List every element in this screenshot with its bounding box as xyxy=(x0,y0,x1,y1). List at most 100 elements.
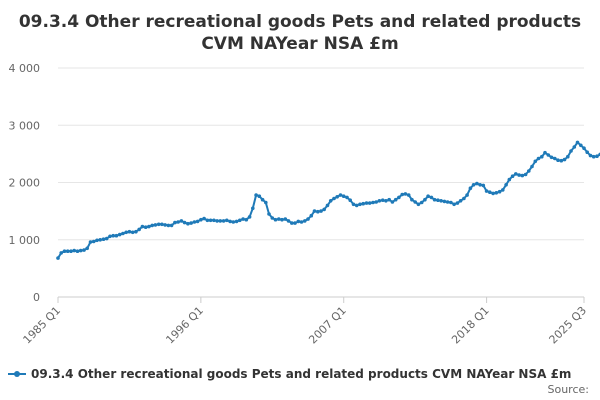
data-point[interactable] xyxy=(410,197,414,202)
data-point[interactable] xyxy=(156,222,161,227)
data-point[interactable] xyxy=(186,221,190,226)
data-point[interactable] xyxy=(212,218,216,223)
data-point[interactable] xyxy=(416,202,421,207)
data-point[interactable] xyxy=(403,192,408,196)
data-point[interactable] xyxy=(95,238,99,243)
data-point[interactable] xyxy=(85,246,89,251)
data-point[interactable] xyxy=(199,217,203,222)
data-point[interactable] xyxy=(150,223,154,228)
data-point[interactable] xyxy=(111,233,115,238)
data-point[interactable] xyxy=(247,215,252,219)
data-point[interactable] xyxy=(458,199,463,203)
data-point[interactable] xyxy=(527,169,531,173)
data-point[interactable] xyxy=(59,251,63,255)
data-point[interactable] xyxy=(306,217,310,221)
data-point[interactable] xyxy=(169,223,174,228)
data-point[interactable] xyxy=(309,213,314,218)
data-point[interactable] xyxy=(277,217,281,221)
data-point[interactable] xyxy=(553,156,557,161)
data-point[interactable] xyxy=(423,197,427,202)
data-point[interactable] xyxy=(56,256,60,260)
data-point[interactable] xyxy=(117,232,122,237)
data-point[interactable] xyxy=(341,194,346,198)
data-point[interactable] xyxy=(124,230,128,235)
data-point[interactable] xyxy=(98,238,102,242)
data-point[interactable] xyxy=(303,219,307,223)
data-point[interactable] xyxy=(179,219,184,223)
data-point[interactable] xyxy=(390,200,395,204)
data-point[interactable] xyxy=(478,183,482,187)
data-point[interactable] xyxy=(465,193,469,197)
data-point[interactable] xyxy=(387,197,392,202)
data-point[interactable] xyxy=(202,216,206,221)
data-point[interactable] xyxy=(325,203,330,208)
data-point[interactable] xyxy=(371,200,375,205)
data-point[interactable] xyxy=(251,206,255,211)
data-point[interactable] xyxy=(491,191,495,196)
data-point[interactable] xyxy=(319,209,323,213)
data-point[interactable] xyxy=(121,231,125,236)
data-point[interactable] xyxy=(384,199,388,203)
data-point[interactable] xyxy=(316,209,320,214)
data-point[interactable] xyxy=(507,177,512,182)
data-point[interactable] xyxy=(238,218,242,223)
data-point[interactable] xyxy=(530,164,534,169)
data-point[interactable] xyxy=(267,212,271,216)
data-point[interactable] xyxy=(218,219,223,223)
data-point[interactable] xyxy=(163,223,167,227)
data-point[interactable] xyxy=(153,223,158,227)
data-point[interactable] xyxy=(585,150,589,154)
data-point[interactable] xyxy=(426,194,430,198)
data-point[interactable] xyxy=(173,220,177,225)
data-point[interactable] xyxy=(559,158,564,163)
data-point[interactable] xyxy=(572,145,577,149)
data-point[interactable] xyxy=(283,217,288,221)
data-point[interactable] xyxy=(228,219,232,224)
data-point[interactable] xyxy=(192,220,197,224)
data-point[interactable] xyxy=(143,225,148,229)
data-point[interactable] xyxy=(176,220,180,224)
data-point[interactable] xyxy=(569,149,573,153)
data-point[interactable] xyxy=(549,155,554,160)
data-point[interactable] xyxy=(517,173,521,177)
data-point[interactable] xyxy=(520,173,525,178)
data-point[interactable] xyxy=(104,236,109,241)
data-point[interactable] xyxy=(468,186,473,190)
data-point[interactable] xyxy=(501,188,505,192)
data-point[interactable] xyxy=(348,198,353,202)
data-point[interactable] xyxy=(504,183,508,187)
data-point[interactable] xyxy=(488,190,492,194)
data-point[interactable] xyxy=(82,248,86,252)
legend[interactable]: 09.3.4 Other recreational goods Pets and… xyxy=(8,367,571,381)
data-point[interactable] xyxy=(374,200,379,204)
data-point[interactable] xyxy=(189,221,193,225)
data-point[interactable] xyxy=(397,195,401,200)
data-point[interactable] xyxy=(260,197,265,202)
data-point[interactable] xyxy=(312,209,317,213)
data-point[interactable] xyxy=(358,202,362,207)
data-point[interactable] xyxy=(225,218,229,223)
data-point[interactable] xyxy=(296,219,301,224)
data-point[interactable] xyxy=(208,218,213,223)
data-point[interactable] xyxy=(182,220,187,225)
data-point[interactable] xyxy=(338,193,343,197)
data-point[interactable] xyxy=(75,249,80,253)
data-point[interactable] xyxy=(540,154,544,159)
data-point[interactable] xyxy=(215,219,219,223)
data-point[interactable] xyxy=(137,227,141,232)
data-point[interactable] xyxy=(254,193,258,197)
data-point[interactable] xyxy=(69,249,73,253)
data-point[interactable] xyxy=(455,201,460,205)
data-point[interactable] xyxy=(562,157,567,162)
data-point[interactable] xyxy=(582,146,586,150)
data-point[interactable] xyxy=(140,224,145,229)
legend-label[interactable]: 09.3.4 Other recreational goods Pets and… xyxy=(31,367,571,381)
data-point[interactable] xyxy=(367,201,372,205)
data-point[interactable] xyxy=(293,221,297,225)
data-point[interactable] xyxy=(413,200,418,204)
data-point[interactable] xyxy=(88,240,93,244)
data-point[interactable] xyxy=(205,218,210,223)
data-point[interactable] xyxy=(380,198,385,202)
data-point[interactable] xyxy=(497,189,502,194)
data-point[interactable] xyxy=(494,191,499,195)
